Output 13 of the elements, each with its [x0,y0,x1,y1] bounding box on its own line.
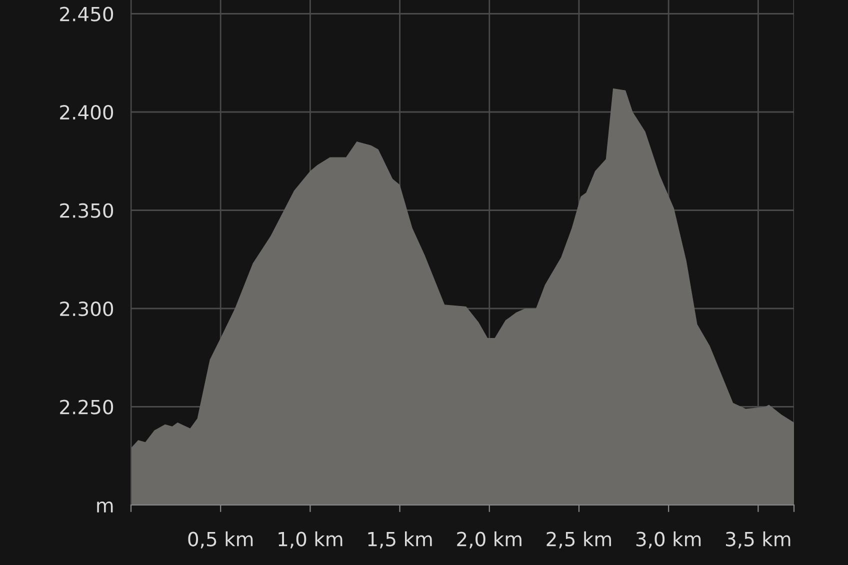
x-tick-label: 3,5 km [726,531,790,548]
y-tick-label: 2.450 [60,6,114,22]
x-tick-label: 2,0 km [457,531,522,548]
y-tick-label: m [97,502,113,512]
x-tick-label: 0,5 km [188,531,253,548]
x-tick-label: 3,0 km [636,531,701,548]
x-tick-label: 1,0 km [278,531,342,548]
x-tick-label: 2,5 km [546,531,611,548]
y-tick-label: 2.300 [60,301,114,316]
y-tick-label: 2.250 [60,400,114,414]
y-tick-label: 2.350 [60,203,114,218]
y-tick-label: 2.400 [60,104,114,120]
x-tick-label: 1,5 km [368,531,432,548]
